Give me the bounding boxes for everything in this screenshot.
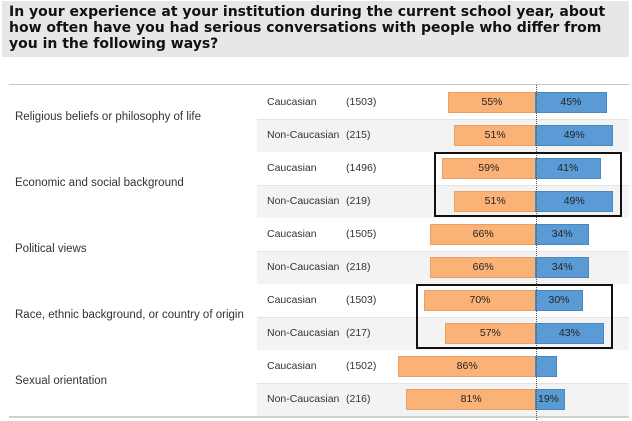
- topic-label: Sexual orientation: [15, 375, 108, 387]
- center-divider-line: [536, 85, 537, 420]
- group-count: (218): [346, 261, 371, 273]
- group-count: (1496): [346, 162, 377, 174]
- group-label: Non-Caucasian: [267, 129, 340, 141]
- topic-label: Religious beliefs or philosophy of life: [15, 111, 202, 123]
- group-count: (1503): [346, 96, 377, 108]
- bar-often: 57%: [444, 323, 536, 344]
- bar-often: 66%: [430, 224, 536, 245]
- bar-rarely: 34%: [535, 224, 590, 245]
- group-label: Caucasian: [267, 162, 317, 174]
- question-header: In your experience at your institution d…: [2, 1, 629, 57]
- bar-often: 81%: [406, 389, 536, 410]
- group-label: Non-Caucasian: [267, 195, 340, 207]
- question-text: In your experience at your institution d…: [9, 4, 606, 52]
- group-count: (1505): [346, 228, 377, 240]
- group-count: (215): [346, 129, 371, 141]
- topic-label: Economic and social background: [15, 177, 184, 189]
- group-count: (219): [346, 195, 371, 207]
- topic-group: Economic and social background Caucasian (…: [9, 152, 629, 220]
- group-count: (217): [346, 327, 371, 339]
- topic-group: Religious beliefs or philosophy of life C…: [9, 86, 629, 154]
- bar-rarely: 49%: [535, 191, 614, 212]
- group-count: (1503): [346, 294, 377, 306]
- bar-rarely: 41%: [535, 158, 601, 179]
- bar-rarely: 45%: [535, 92, 607, 113]
- group-label: Non-Caucasian: [267, 261, 340, 273]
- bar-rarely: 19%: [535, 389, 566, 410]
- chart-panel: Religious beliefs or philosophy of life C…: [9, 84, 629, 421]
- group-label: Caucasian: [267, 294, 317, 306]
- row-divider: [257, 383, 629, 384]
- bar-often: 51%: [454, 125, 536, 146]
- bar-often: 86%: [398, 356, 536, 377]
- row-divider: [257, 119, 629, 120]
- group-label: Non-Caucasian: [267, 393, 340, 405]
- bar-often: 55%: [448, 92, 536, 113]
- row-divider: [257, 251, 629, 252]
- bar-rarely: [535, 356, 558, 377]
- topic-label: Political views: [15, 243, 87, 255]
- topic-group: Sexual orientation Caucasian (1502) 86% Non-…: [9, 350, 629, 418]
- topic-label: Race, ethnic background, or country of o…: [15, 309, 244, 321]
- bar-rarely-label: 19%: [538, 393, 560, 405]
- highlight-box: [433, 152, 623, 217]
- topic-group: Political views Caucasian (1505) 66% 34% Non-…: [9, 218, 629, 286]
- group-label: Caucasian: [267, 228, 317, 240]
- highlight-box: [416, 284, 613, 349]
- group-label: Caucasian: [267, 360, 317, 372]
- bar-rarely: 49%: [535, 125, 614, 146]
- group-label: Caucasian: [267, 96, 317, 108]
- bar-often: 59%: [441, 158, 536, 179]
- bar-rarely: 30%: [535, 290, 583, 311]
- group-count: (216): [346, 393, 371, 405]
- row-divider: [257, 185, 629, 186]
- row-divider: [257, 317, 629, 318]
- group-label: Non-Caucasian: [267, 327, 340, 339]
- bar-often: 66%: [430, 257, 536, 278]
- bar-rarely: 43%: [535, 323, 604, 344]
- bar-rarely: 34%: [535, 257, 590, 278]
- group-count: (1502): [346, 360, 377, 372]
